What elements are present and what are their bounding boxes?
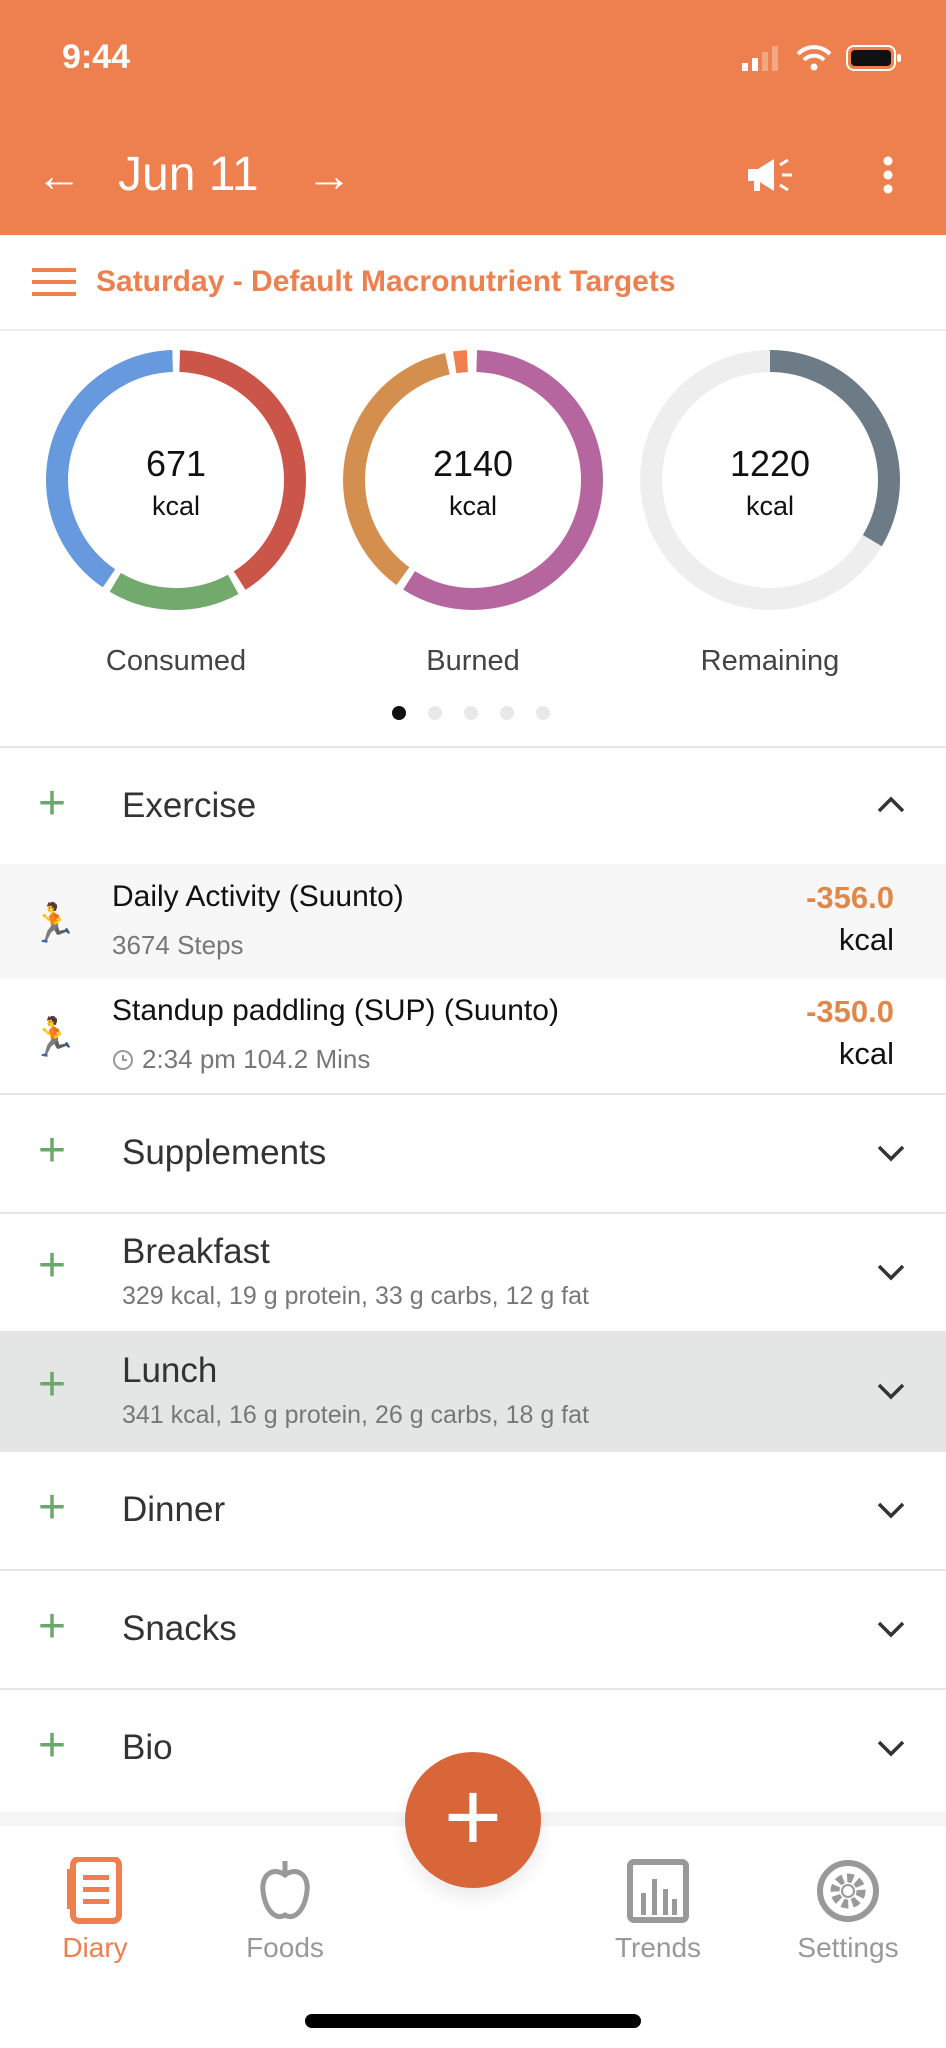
exercise-kcal: -350.0 — [806, 994, 894, 1029]
tab-label: Diary — [62, 1932, 128, 1963]
section-breakfast[interactable]: + Breakfast 329 kcal, 19 g protein, 33 g… — [0, 1212, 946, 1331]
running-icon: 🏃 — [30, 1017, 78, 1059]
ring-value: 671 — [145, 443, 207, 484]
exercise-kcal: -356.0 — [806, 880, 894, 915]
section-title: Lunch — [122, 1351, 218, 1390]
chevron-down-icon[interactable] — [876, 1619, 906, 1639]
page-dot[interactable] — [392, 706, 406, 720]
tab-label: Trends — [614, 1932, 702, 1963]
date-title[interactable]: Jun 11 — [118, 148, 259, 201]
bar-chart-icon — [627, 1859, 689, 1923]
app-header: 9:44 ← Jun 11 → — [0, 0, 946, 235]
hamburger-menu-icon[interactable] — [32, 267, 76, 297]
chevron-down-icon[interactable] — [876, 1381, 906, 1401]
exercise-unit: kcal — [838, 922, 894, 957]
status-time: 9:44 — [62, 38, 131, 76]
chevron-down-icon[interactable] — [876, 1738, 906, 1758]
ring-unit: kcal — [151, 491, 200, 521]
exercise-name: Standup paddling (SUP) (Suunto) — [112, 994, 559, 1027]
ring-segment — [640, 350, 900, 610]
add-supplements-button[interactable]: + — [38, 1124, 67, 1177]
ring-consumed[interactable]: 671 kcal Consumed — [41, 345, 311, 677]
megaphone-icon[interactable] — [744, 155, 796, 195]
page-dot[interactable] — [500, 706, 514, 720]
ring-segment — [46, 350, 306, 610]
exercise-unit: kcal — [838, 1036, 894, 1071]
day-target-bar[interactable]: Saturday - Default Macronutrient Targets — [0, 235, 946, 331]
clock-icon — [113, 1050, 133, 1070]
exercise-detail-text: 2:34 pm 104.2 Mins — [142, 1044, 371, 1074]
more-options-icon[interactable] — [878, 155, 898, 195]
exercise-detail: 2:34 pm 104.2 Mins — [112, 1044, 370, 1075]
ring-label: Consumed — [105, 645, 247, 677]
ring-unit: kcal — [745, 491, 794, 521]
running-icon: 🏃 — [30, 903, 78, 945]
section-title: Bio — [122, 1728, 173, 1767]
exercise-name: Daily Activity (Suunto) — [112, 880, 404, 913]
section-snacks[interactable]: + Snacks — [0, 1569, 946, 1688]
section-title: Dinner — [122, 1490, 226, 1529]
exercise-item[interactable]: 🏃 Daily Activity (Suunto) 3674 Steps -35… — [0, 864, 946, 979]
ring-label: Burned — [426, 645, 520, 677]
chevron-down-icon[interactable] — [876, 1143, 906, 1163]
ring-unit: kcal — [448, 491, 497, 521]
add-lunch-button[interactable]: + — [38, 1358, 67, 1411]
next-day-button[interactable]: → — [306, 149, 352, 201]
section-title: Supplements — [122, 1133, 327, 1172]
add-dinner-button[interactable]: + — [38, 1481, 67, 1534]
section-exercise[interactable]: + Exercise — [0, 746, 946, 864]
cellular-signal-icon — [742, 46, 778, 71]
ring-remaining[interactable]: 1220 kcal Remaining — [635, 345, 905, 677]
chevron-up-icon[interactable] — [876, 794, 906, 814]
page-dot[interactable] — [428, 706, 442, 720]
tab-diary[interactable]: Diary — [30, 1856, 160, 1964]
section-title: Snacks — [122, 1609, 237, 1648]
add-entry-button[interactable]: + — [405, 1752, 541, 1888]
ring-segment — [343, 350, 603, 610]
section-title: Breakfast — [122, 1232, 270, 1271]
ring-segment — [46, 350, 306, 610]
ring-value: 1220 — [729, 443, 811, 484]
page-dot[interactable] — [536, 706, 550, 720]
ring-chart — [343, 350, 603, 610]
tab-settings[interactable]: Settings — [783, 1856, 913, 1964]
ring-label: Remaining — [700, 645, 840, 677]
add-exercise-button[interactable]: + — [38, 777, 67, 830]
gear-icon — [817, 1860, 879, 1922]
add-bio-button[interactable]: + — [38, 1719, 67, 1772]
chevron-down-icon[interactable] — [876, 1500, 906, 1520]
ring-value: 2140 — [432, 443, 514, 484]
wifi-icon — [796, 45, 832, 71]
ring-segment — [343, 350, 603, 610]
ring-chart — [46, 350, 306, 610]
exercise-item[interactable]: 🏃 Standup paddling (SUP) (Suunto) 2:34 p… — [0, 978, 946, 1093]
add-breakfast-button[interactable]: + — [38, 1239, 67, 1292]
target-title: Saturday - Default Macronutrient Targets — [96, 265, 676, 298]
section-title: Exercise — [122, 786, 257, 825]
tab-label: Foods — [246, 1932, 324, 1963]
tab-trends[interactable]: Trends — [593, 1856, 723, 1964]
previous-day-button[interactable]: ← — [36, 149, 82, 201]
page-dot[interactable] — [464, 706, 478, 720]
ring-segment — [46, 350, 306, 610]
diary-icon — [67, 1857, 122, 1924]
tab-foods[interactable]: Foods — [220, 1856, 350, 1964]
ring-burned[interactable]: 2140 kcal Burned — [338, 345, 608, 677]
section-lunch[interactable]: + Lunch 341 kcal, 16 g protein, 26 g car… — [0, 1331, 946, 1450]
page-indicator[interactable] — [392, 706, 550, 720]
battery-icon — [846, 45, 901, 71]
chevron-down-icon[interactable] — [876, 1262, 906, 1282]
section-macros: 329 kcal, 19 g protein, 33 g carbs, 12 g… — [122, 1282, 589, 1310]
section-bio[interactable]: + Bio — [0, 1688, 946, 1807]
exercise-detail: 3674 Steps — [112, 930, 244, 960]
add-snacks-button[interactable]: + — [38, 1600, 67, 1653]
status-icons — [742, 44, 902, 72]
ring-chart — [640, 350, 900, 610]
tab-label: Settings — [797, 1932, 899, 1963]
section-dinner[interactable]: + Dinner — [0, 1450, 946, 1569]
section-supplements[interactable]: + Supplements — [0, 1093, 946, 1212]
home-indicator[interactable] — [305, 2014, 641, 2028]
section-macros: 341 kcal, 16 g protein, 26 g carbs, 18 g… — [122, 1401, 589, 1429]
apple-icon — [260, 1861, 310, 1919]
